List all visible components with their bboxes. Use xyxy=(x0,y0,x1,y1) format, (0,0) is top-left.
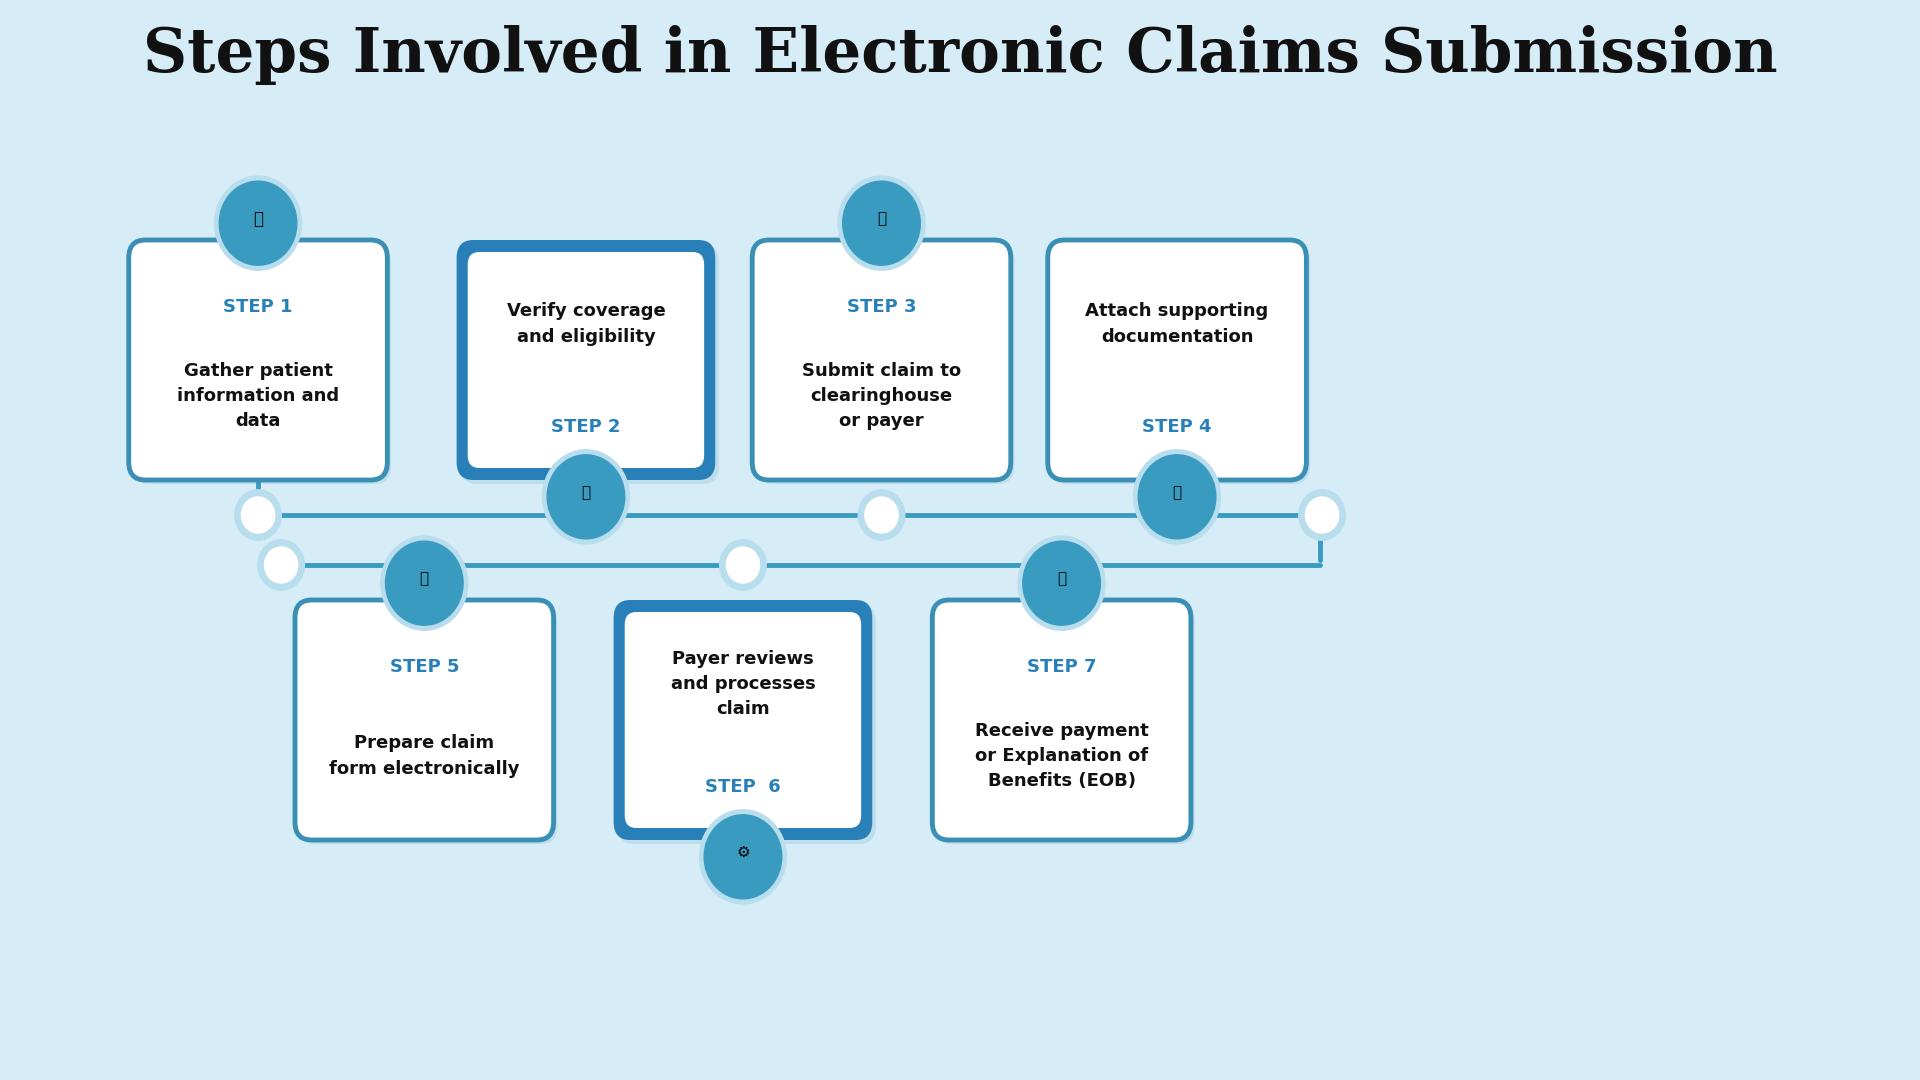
FancyBboxPatch shape xyxy=(624,612,862,828)
FancyBboxPatch shape xyxy=(618,604,876,843)
Text: Prepare claim
form electronically: Prepare claim form electronically xyxy=(328,734,520,778)
Circle shape xyxy=(570,497,603,534)
Text: STEP 7: STEP 7 xyxy=(1027,658,1096,676)
Circle shape xyxy=(1133,449,1221,544)
Circle shape xyxy=(705,814,781,899)
FancyBboxPatch shape xyxy=(129,240,388,480)
Text: STEP 3: STEP 3 xyxy=(847,298,916,316)
Circle shape xyxy=(1039,540,1085,590)
Circle shape xyxy=(386,541,463,625)
Text: STEP 5: STEP 5 xyxy=(390,658,459,676)
Circle shape xyxy=(837,176,925,270)
FancyBboxPatch shape xyxy=(1052,244,1309,484)
Circle shape xyxy=(1306,497,1338,534)
Text: 📄: 📄 xyxy=(1173,485,1181,500)
Circle shape xyxy=(547,455,624,539)
Circle shape xyxy=(257,540,305,590)
Text: 🖥: 🖥 xyxy=(420,571,428,586)
Text: Submit claim to
clearinghouse
or payer: Submit claim to clearinghouse or payer xyxy=(803,362,962,430)
Text: ⚙: ⚙ xyxy=(735,845,749,860)
Text: Verify coverage
and eligibility: Verify coverage and eligibility xyxy=(507,302,666,346)
FancyBboxPatch shape xyxy=(296,600,553,840)
Circle shape xyxy=(543,449,630,544)
Circle shape xyxy=(215,176,301,270)
Circle shape xyxy=(1139,455,1215,539)
FancyBboxPatch shape xyxy=(935,604,1194,843)
FancyBboxPatch shape xyxy=(753,240,1010,480)
Circle shape xyxy=(864,497,899,534)
Text: Receive payment
or Explanation of
Benefits (EOB): Receive payment or Explanation of Benefi… xyxy=(975,723,1148,789)
Text: Attach supporting
documentation: Attach supporting documentation xyxy=(1085,302,1269,346)
Circle shape xyxy=(242,497,275,534)
Text: Payer reviews
and processes
claim: Payer reviews and processes claim xyxy=(670,650,816,718)
Text: STEP 2: STEP 2 xyxy=(551,418,620,436)
Circle shape xyxy=(380,536,468,631)
Circle shape xyxy=(563,490,609,540)
Text: Gather patient
information and
data: Gather patient information and data xyxy=(177,362,340,430)
FancyBboxPatch shape xyxy=(468,252,705,468)
Text: 🪪: 🪪 xyxy=(253,210,263,228)
Text: Steps Involved in Electronic Claims Submission: Steps Involved in Electronic Claims Subm… xyxy=(142,25,1778,85)
Circle shape xyxy=(726,546,760,583)
Text: STEP  6: STEP 6 xyxy=(705,779,781,796)
Circle shape xyxy=(699,810,787,904)
FancyBboxPatch shape xyxy=(132,244,392,484)
FancyBboxPatch shape xyxy=(457,240,716,480)
Circle shape xyxy=(1023,541,1100,625)
Text: 🪙: 🪙 xyxy=(1058,571,1066,586)
Text: STEP 4: STEP 4 xyxy=(1142,418,1212,436)
FancyBboxPatch shape xyxy=(933,600,1190,840)
Circle shape xyxy=(858,490,904,540)
Circle shape xyxy=(219,181,298,266)
FancyBboxPatch shape xyxy=(1048,240,1306,480)
FancyBboxPatch shape xyxy=(756,244,1014,484)
FancyBboxPatch shape xyxy=(461,244,718,484)
Circle shape xyxy=(1018,536,1106,631)
Circle shape xyxy=(1298,490,1346,540)
Circle shape xyxy=(843,181,920,266)
Circle shape xyxy=(265,546,298,583)
Circle shape xyxy=(234,490,282,540)
FancyBboxPatch shape xyxy=(614,600,872,840)
Text: STEP 1: STEP 1 xyxy=(223,298,292,316)
Text: 🛡: 🛡 xyxy=(582,485,591,500)
FancyBboxPatch shape xyxy=(300,604,557,843)
Text: 📋: 📋 xyxy=(877,212,885,227)
Circle shape xyxy=(1044,546,1079,583)
Circle shape xyxy=(720,540,766,590)
